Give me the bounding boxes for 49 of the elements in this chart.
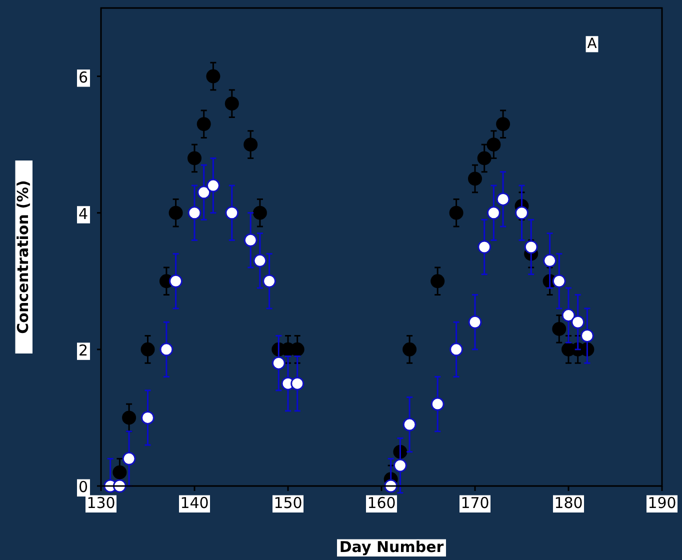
point: [393, 458, 407, 472]
point: [252, 206, 267, 220]
point: [430, 397, 444, 411]
point: [478, 240, 492, 254]
point: [140, 342, 155, 356]
point: [515, 206, 528, 220]
point: [225, 206, 239, 220]
point: [496, 117, 510, 132]
point: [196, 117, 211, 132]
point: [197, 186, 211, 200]
point: [244, 233, 258, 247]
point: [449, 206, 464, 220]
point: [168, 206, 183, 220]
point: [112, 465, 127, 480]
point: [262, 274, 276, 288]
point: [244, 138, 258, 152]
point: [206, 178, 220, 192]
point: [496, 192, 510, 206]
point: [468, 315, 482, 329]
point: [188, 206, 202, 220]
point: [122, 452, 136, 466]
point: [486, 206, 500, 220]
point: [580, 329, 594, 343]
point: [188, 151, 202, 166]
point: [402, 342, 417, 356]
point: [562, 308, 576, 322]
point: [468, 172, 482, 186]
point: [543, 254, 557, 268]
y-axis-title: Concentration (%): [14, 180, 32, 334]
point: [552, 322, 566, 336]
point: [486, 138, 501, 152]
point: [206, 69, 220, 84]
point: [290, 376, 304, 390]
point: [430, 274, 445, 288]
point: [141, 410, 154, 424]
point: [571, 315, 585, 329]
point: [477, 151, 492, 166]
point: [169, 274, 183, 288]
point: [160, 342, 174, 356]
point: [112, 479, 126, 493]
point: [272, 356, 286, 370]
point: [224, 96, 239, 111]
point: [122, 410, 136, 425]
point: [402, 418, 416, 432]
point: [552, 274, 566, 288]
point: [524, 240, 538, 254]
point: [253, 254, 267, 268]
point: [450, 342, 464, 356]
point: [384, 479, 398, 493]
